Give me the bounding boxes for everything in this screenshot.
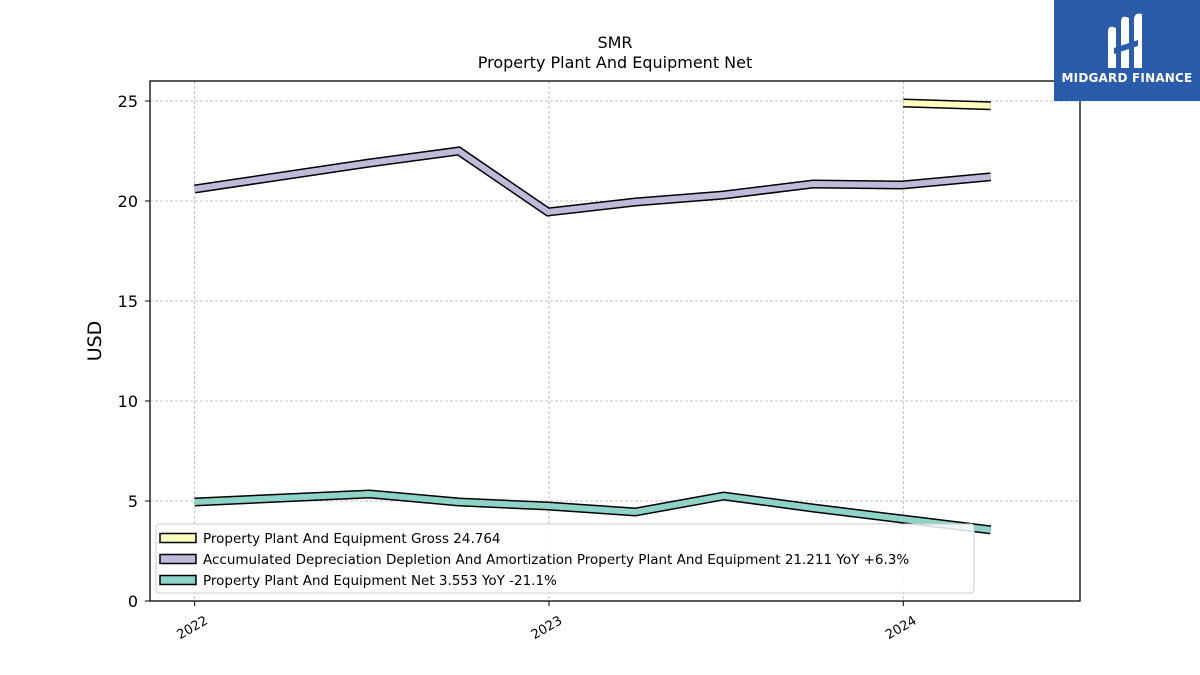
logo-text: MIDGARD FINANCE: [1061, 71, 1193, 85]
x-tick-label: 2023: [529, 613, 565, 643]
y-axis-label: USD: [84, 321, 106, 362]
series-lines: [194, 98, 992, 535]
legend-box: [155, 523, 975, 594]
legend-entry: Property Plant And Equipment Net 3.553 Y…: [203, 573, 557, 589]
y-tick-label: 20: [118, 192, 138, 211]
y-tick-label: 0: [128, 592, 138, 611]
chart-subtitle: Property Plant And Equipment Net: [478, 53, 753, 72]
y-tick-label: 25: [118, 92, 138, 111]
legend: Property Plant And Equipment Gross 24.76…: [155, 523, 975, 594]
series-line: [194, 147, 991, 216]
series-line: [903, 100, 991, 109]
legend-swatch: [159, 553, 197, 565]
y-tick-label: 5: [128, 492, 138, 511]
series-line-outline: [194, 146, 992, 217]
y-axis-ticks: 0 5 10 15 20 25: [118, 92, 150, 611]
midgard-logo-icon: [1108, 13, 1142, 69]
chart-title: SMR: [597, 33, 632, 52]
x-axis-ticks: 2022 2023 2024: [174, 601, 919, 643]
y-tick-label: 10: [118, 392, 138, 411]
x-tick-label: 2022: [174, 613, 210, 643]
legend-entry: Property Plant And Equipment Gross 24.76…: [203, 531, 501, 547]
x-tick-label: 2024: [883, 613, 919, 643]
legend-swatch: [159, 532, 197, 544]
plot-frame: [149, 80, 1081, 602]
y-tick-label: 15: [118, 292, 138, 311]
legend-entry: Accumulated Depreciation Depletion And A…: [203, 552, 909, 568]
series-line: [194, 490, 992, 533]
legend-swatch: [159, 574, 197, 586]
midgard-finance-logo: MIDGARD FINANCE: [1054, 0, 1200, 101]
